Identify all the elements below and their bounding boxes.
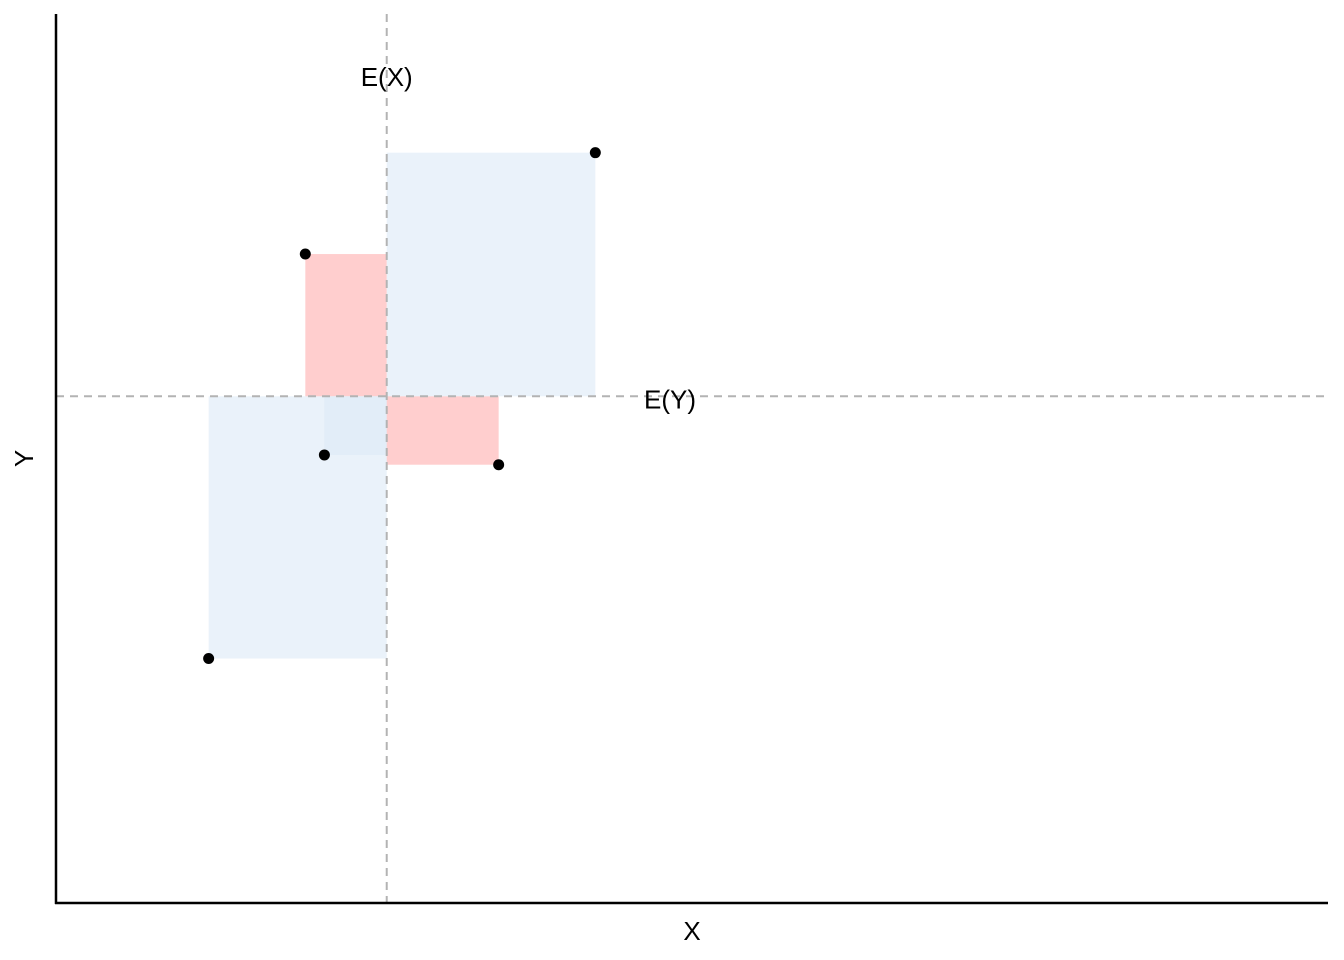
data-point-5 (589, 147, 601, 159)
product-rect-4 (386, 396, 499, 465)
y-axis-title: Y (9, 450, 39, 467)
data-points (203, 147, 601, 665)
data-point-1 (203, 653, 215, 665)
product-rect-2 (305, 254, 387, 397)
mean-x-label: E(X) (361, 62, 413, 92)
product-rectangles (208, 152, 596, 659)
mean-y-label: E(Y) (644, 384, 696, 414)
data-point-2 (299, 248, 311, 260)
product-rect-3 (324, 396, 387, 455)
product-rect-5 (386, 152, 596, 397)
data-point-3 (318, 449, 330, 461)
x-axis-title: X (683, 916, 700, 946)
data-point-4 (493, 459, 505, 471)
